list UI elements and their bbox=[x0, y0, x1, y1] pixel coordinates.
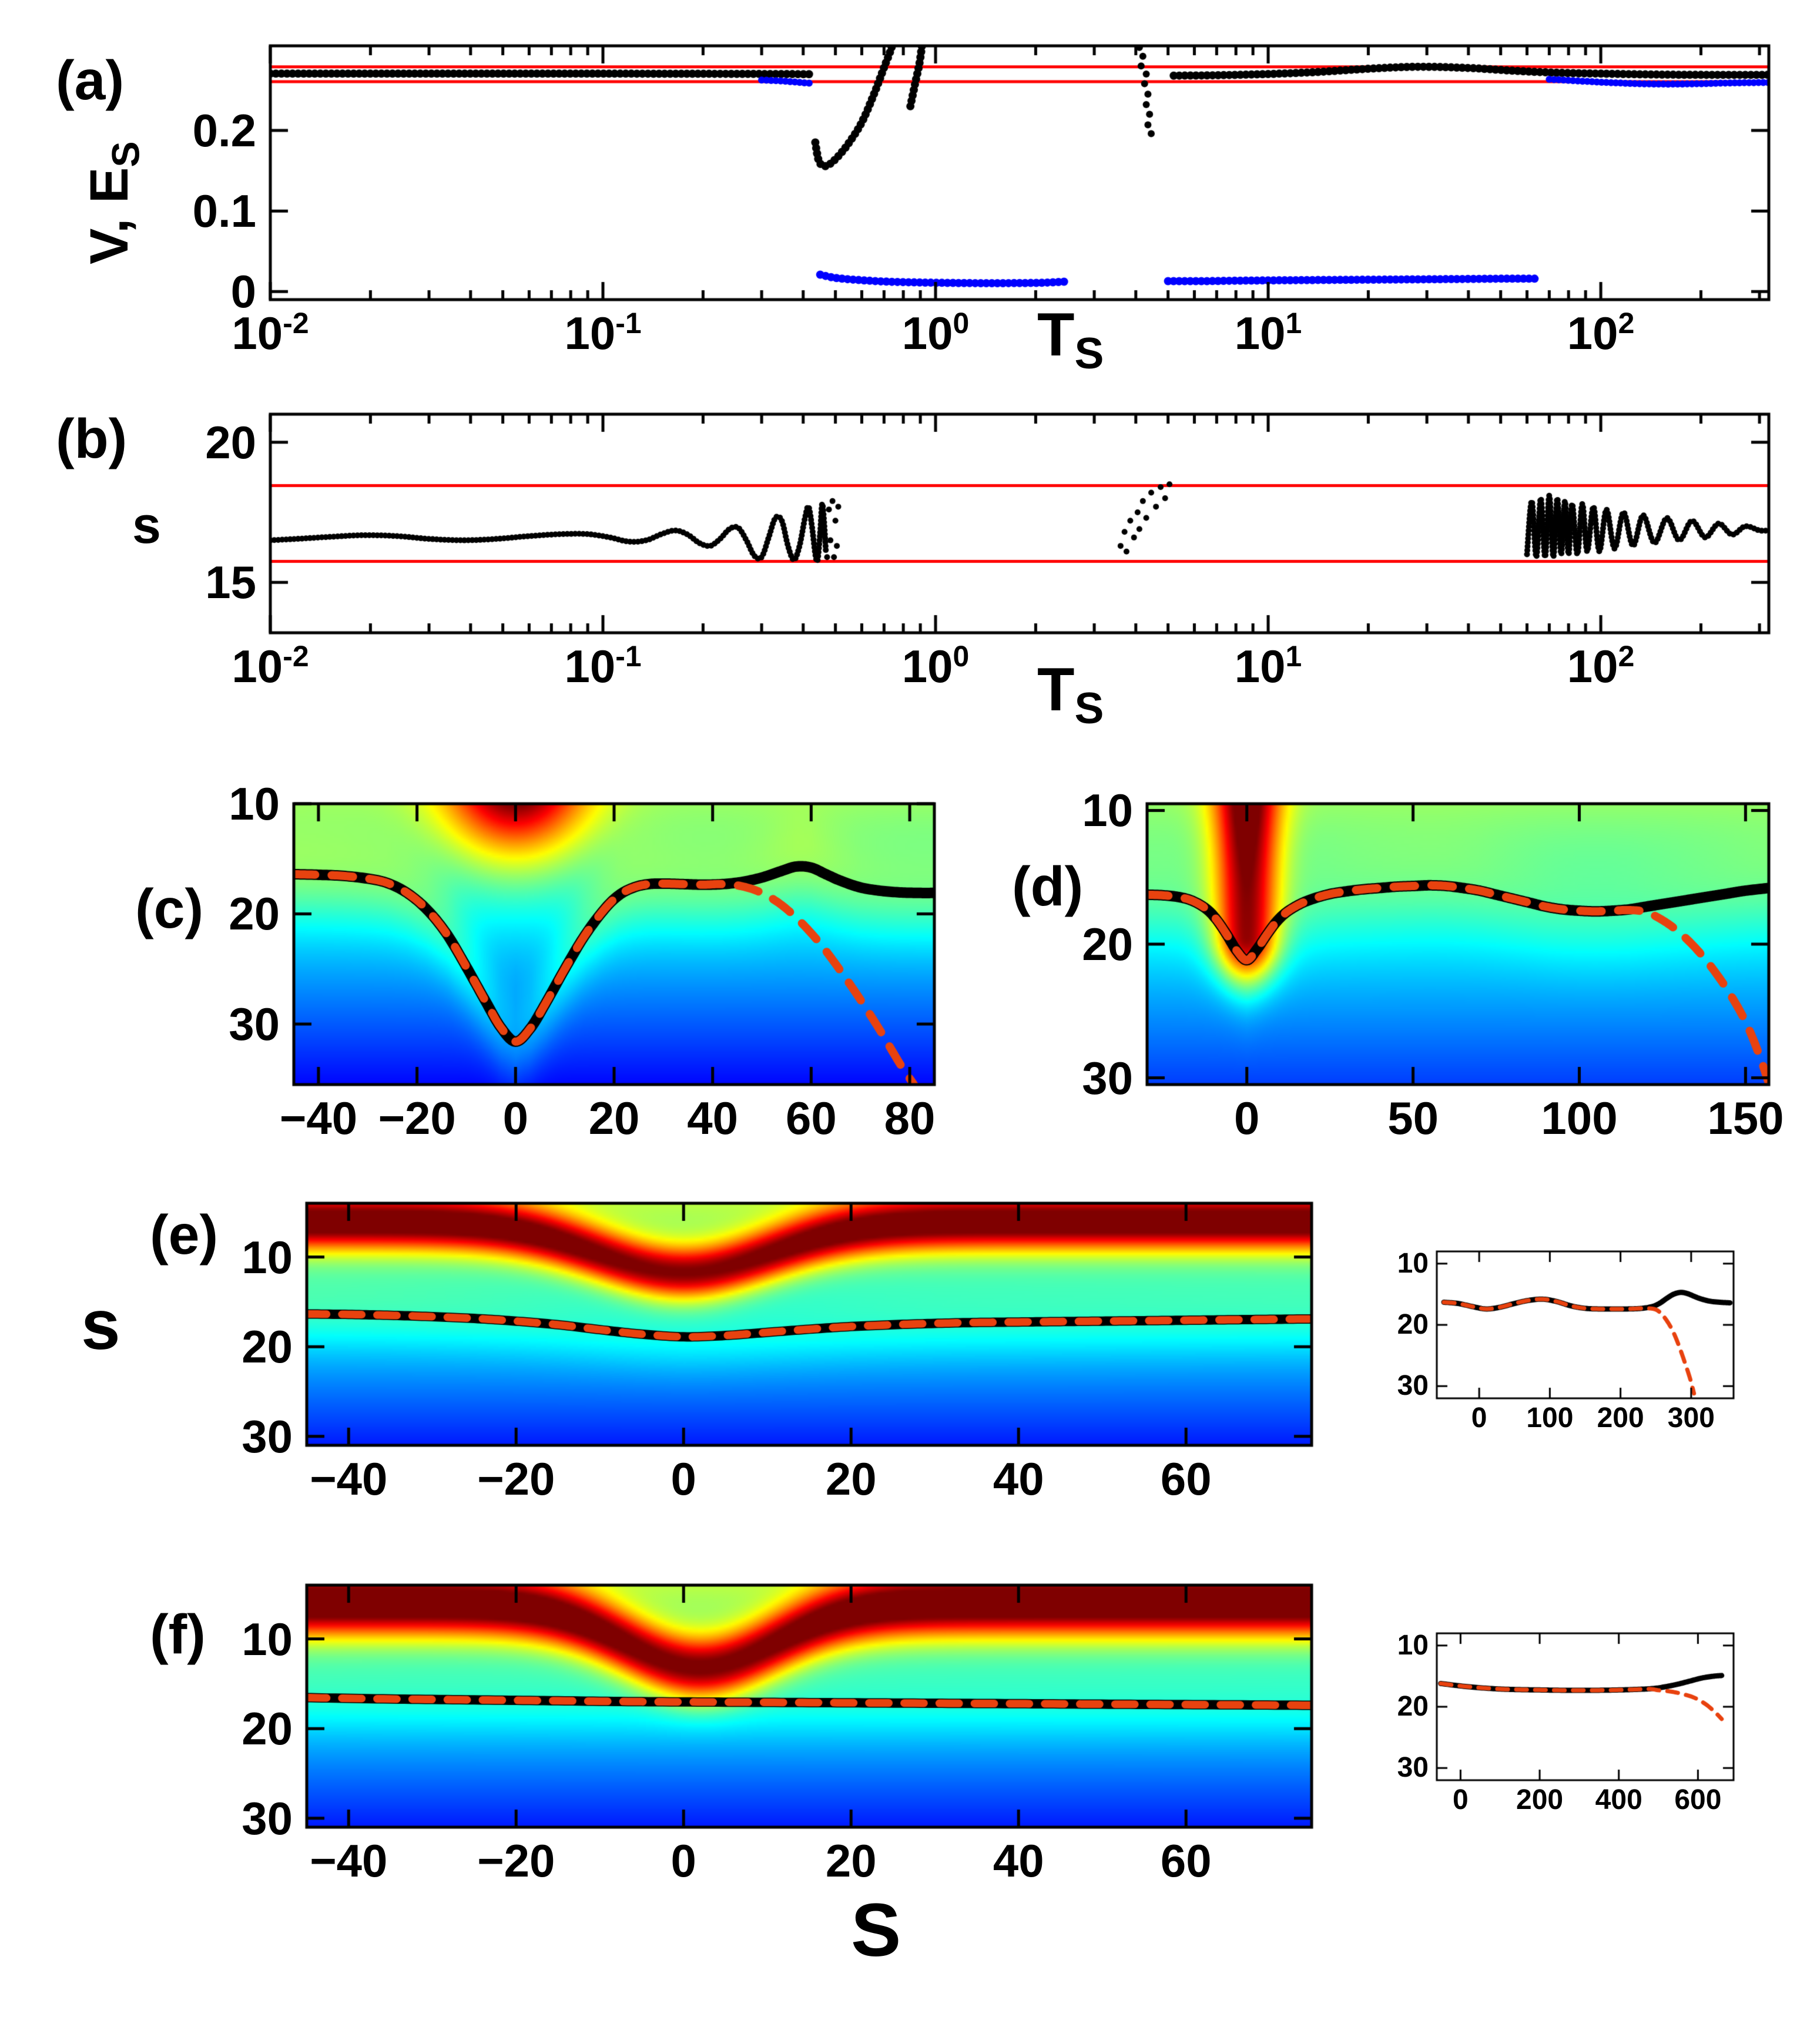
panel-f-letter: (f) bbox=[150, 1603, 206, 1666]
y-tick-label-f: 20 bbox=[242, 1703, 293, 1755]
panel-b-xlabel: TS bbox=[1037, 656, 1104, 733]
x-tick-label-e_inset: 200 bbox=[1597, 1402, 1644, 1434]
y-tick-label-b: 20 bbox=[205, 416, 256, 468]
x-tick-label-e_inset: 0 bbox=[1471, 1402, 1487, 1434]
y-tick-label-e: 30 bbox=[242, 1410, 293, 1462]
x-tick-label-b: 100 bbox=[901, 640, 970, 692]
panel-e-ylabel: s bbox=[81, 1286, 120, 1364]
x-tick-label-a: 10-2 bbox=[232, 307, 309, 359]
panel-a-letter: (a) bbox=[56, 49, 125, 112]
x-tick-label-e: −20 bbox=[477, 1453, 555, 1505]
y-tick-label-a: 0 bbox=[230, 266, 256, 318]
x-tick-label-c: 80 bbox=[884, 1092, 936, 1144]
y-tick-label-c: 30 bbox=[229, 998, 280, 1050]
x-tick-label-f_inset: 200 bbox=[1516, 1784, 1564, 1815]
x-tick-label-e: 20 bbox=[825, 1453, 877, 1505]
x-tick-label-e: −40 bbox=[310, 1453, 388, 1505]
x-tick-label-d: 50 bbox=[1387, 1092, 1439, 1144]
y-tick-label-a: 0.2 bbox=[192, 105, 256, 156]
y-tick-label-f: 10 bbox=[242, 1613, 293, 1665]
panel-b-letter: (b) bbox=[56, 408, 128, 470]
x-tick-label-d: 0 bbox=[1234, 1092, 1260, 1144]
x-tick-label-b: 10-2 bbox=[232, 640, 309, 692]
y-tick-label-e: 20 bbox=[242, 1321, 293, 1373]
x-tick-label-c: −20 bbox=[378, 1092, 456, 1144]
x-tick-label-a: 102 bbox=[1567, 307, 1635, 359]
x-tick-label-c: 0 bbox=[502, 1092, 528, 1144]
x-tick-label-e: 60 bbox=[1160, 1453, 1212, 1505]
y-tick-label-f_inset: 30 bbox=[1397, 1752, 1429, 1784]
x-tick-label-c: 20 bbox=[588, 1092, 640, 1144]
y-tick-label-c: 20 bbox=[229, 888, 280, 940]
x-tick-label-c: 60 bbox=[785, 1092, 837, 1144]
y-tick-label-d: 20 bbox=[1082, 918, 1133, 970]
y-tick-label-c: 10 bbox=[229, 778, 280, 830]
x-tick-label-f: 60 bbox=[1160, 1835, 1212, 1887]
x-tick-label-e: 40 bbox=[993, 1453, 1044, 1505]
x-tick-label-e_inset: 300 bbox=[1667, 1402, 1715, 1434]
x-tick-label-f: −40 bbox=[310, 1835, 388, 1887]
panel-a-ylabel: V, ES bbox=[79, 141, 148, 264]
y-tick-label-e_inset: 20 bbox=[1397, 1309, 1429, 1340]
y-tick-label-f: 30 bbox=[242, 1792, 293, 1844]
panel-a-xlabel: TS bbox=[1037, 301, 1104, 378]
y-tick-label-f_inset: 10 bbox=[1397, 1629, 1429, 1661]
x-tick-label-c: 40 bbox=[687, 1092, 739, 1144]
x-tick-label-e: 0 bbox=[671, 1453, 696, 1505]
x-tick-label-f: 0 bbox=[671, 1835, 696, 1887]
y-tick-label-e: 10 bbox=[242, 1231, 293, 1283]
x-tick-label-f_inset: 400 bbox=[1595, 1784, 1642, 1815]
figure-xlabel: S bbox=[851, 1888, 901, 1972]
x-tick-label-f: 40 bbox=[993, 1835, 1044, 1887]
x-tick-label-b: 10-1 bbox=[564, 640, 642, 692]
x-tick-label-a: 10-1 bbox=[564, 307, 642, 359]
y-tick-label-d: 30 bbox=[1082, 1052, 1133, 1104]
x-tick-label-f: −20 bbox=[477, 1835, 555, 1887]
x-tick-label-d: 150 bbox=[1707, 1092, 1784, 1144]
y-tick-label-b: 15 bbox=[205, 556, 256, 609]
y-tick-label-f_inset: 20 bbox=[1397, 1691, 1429, 1722]
y-tick-label-d: 10 bbox=[1082, 784, 1133, 837]
y-tick-label-e_inset: 10 bbox=[1397, 1247, 1429, 1279]
x-tick-label-f: 20 bbox=[825, 1835, 877, 1887]
panel-c-letter: (c) bbox=[135, 878, 204, 940]
x-tick-label-c: −40 bbox=[279, 1092, 358, 1144]
x-tick-label-f_inset: 0 bbox=[1453, 1784, 1469, 1815]
y-tick-label-e_inset: 30 bbox=[1397, 1370, 1429, 1402]
x-tick-label-a: 101 bbox=[1234, 307, 1302, 359]
panel-e-letter: (e) bbox=[150, 1204, 219, 1266]
panel-d-letter: (d) bbox=[1012, 855, 1084, 918]
panel-b-ylabel: s bbox=[132, 496, 161, 554]
y-tick-label-a: 0.1 bbox=[192, 185, 256, 237]
x-tick-label-a: 100 bbox=[901, 307, 970, 359]
x-tick-label-b: 102 bbox=[1567, 640, 1635, 692]
x-tick-label-e_inset: 100 bbox=[1526, 1402, 1574, 1434]
x-tick-label-d: 100 bbox=[1541, 1092, 1618, 1144]
x-tick-label-f_inset: 600 bbox=[1674, 1784, 1722, 1815]
x-tick-label-b: 101 bbox=[1234, 640, 1302, 692]
